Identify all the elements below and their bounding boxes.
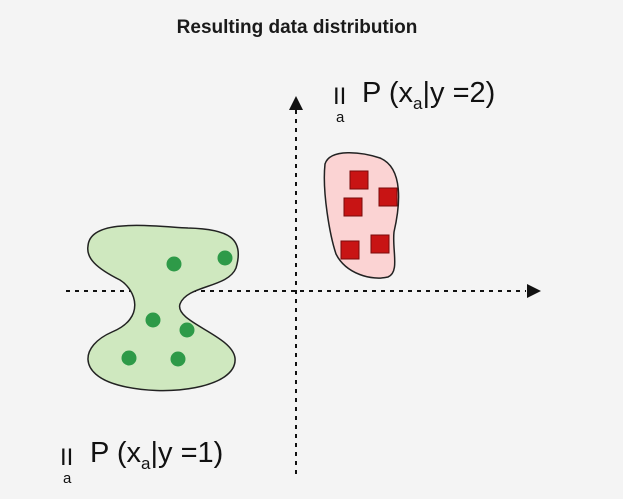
class2-point	[340, 240, 360, 260]
product-index: a	[336, 109, 345, 126]
diagram-title: Resulting data distribution	[177, 17, 418, 38]
class1-point	[166, 256, 182, 272]
class1-point	[145, 312, 161, 328]
class2-point	[349, 170, 369, 190]
x-axis-arrowhead	[527, 284, 541, 298]
class1-point	[179, 322, 195, 338]
class1-formula: II a P (xa|y =1)	[60, 437, 223, 487]
product-index: a	[63, 470, 72, 487]
class1-point	[170, 351, 186, 367]
class1-region	[87, 224, 240, 392]
class2-point	[370, 234, 390, 254]
class2-point	[343, 197, 363, 217]
class1-point	[121, 350, 137, 366]
class1-likelihood-label: P (xa|y =1)	[90, 437, 223, 473]
class1-points	[121, 250, 233, 367]
class1-point	[217, 250, 233, 266]
axes	[66, 96, 541, 474]
class2-point	[378, 187, 398, 207]
class2-formula: II a P (xa|y =2)	[333, 77, 495, 126]
product-symbol: II	[60, 444, 73, 471]
y-axis-arrowhead	[289, 96, 303, 110]
product-symbol: II	[333, 83, 346, 110]
class2-likelihood-label: P (xa|y =2)	[362, 77, 495, 113]
class2-points	[340, 170, 398, 260]
